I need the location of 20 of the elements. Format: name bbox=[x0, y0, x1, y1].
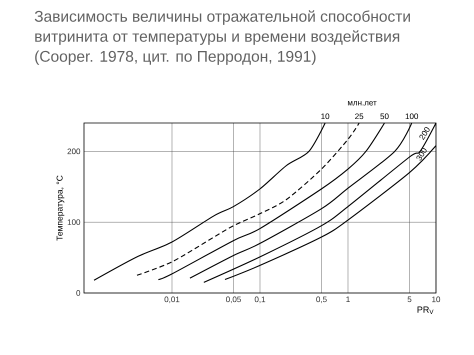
text: 300 bbox=[416, 148, 427, 160]
y-tick-label: 100 bbox=[68, 219, 80, 225]
y-tick-label: 200 bbox=[68, 148, 80, 154]
x-tick-label: 10 bbox=[432, 296, 440, 302]
x-tick-label: 1 bbox=[346, 296, 350, 302]
chart-title: Зависимость величины отражательной способности витринита от температуры и времени воздействия (Cooper. 1978, цит. по Перродон, 1991) bbox=[34, 10, 410, 65]
series-label: 100 bbox=[406, 113, 418, 120]
x-tick-label: 0,05 bbox=[226, 296, 241, 304]
x-tick-label: 0,01 bbox=[164, 296, 180, 304]
series-label: 25 bbox=[355, 113, 364, 120]
series-label: 50 bbox=[380, 113, 389, 120]
y-axis-title: Температура, °C bbox=[56, 175, 64, 241]
x-tick-label: 5 bbox=[408, 296, 412, 302]
x-tick-label: 0,5 bbox=[316, 296, 327, 304]
series-label: 10 bbox=[321, 113, 330, 120]
text: 200 bbox=[419, 127, 430, 140]
y-tick-label: 0 bbox=[76, 290, 80, 296]
x-axis-title: PR$_{V}$ bbox=[418, 306, 434, 314]
text: млн.лет bbox=[348, 101, 377, 106]
x-tick-label: 0,1 bbox=[254, 296, 266, 304]
